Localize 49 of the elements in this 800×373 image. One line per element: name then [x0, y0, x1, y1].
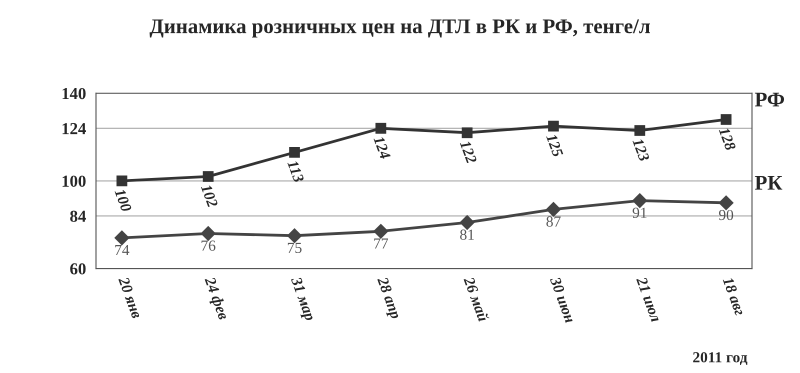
- x-tick-label: 20 янв: [118, 276, 142, 320]
- point: [718, 195, 734, 210]
- point: [373, 224, 388, 239]
- data-label: 74: [115, 245, 130, 256]
- data-label: 102: [200, 184, 218, 208]
- data-label: 90: [718, 210, 734, 220]
- point: [462, 127, 473, 138]
- data-label: 125: [546, 133, 564, 158]
- y-tick-label: 84: [70, 210, 86, 222]
- data-label: 87: [546, 216, 561, 227]
- point: [116, 176, 128, 186]
- point: [634, 125, 646, 136]
- data-label: 77: [374, 238, 388, 248]
- chart-title: Динамика розничных цен на ДТЛ в РК и РФ, тенге/л: [150, 19, 650, 38]
- text: 2011 год: [693, 352, 748, 365]
- data-label: 123: [632, 138, 650, 162]
- x-tick-label: 31 мар: [288, 276, 316, 322]
- point: [548, 120, 559, 132]
- series-label: РК: [754, 176, 782, 190]
- x-tick-label: 30 июн: [550, 276, 576, 324]
- point: [375, 122, 386, 134]
- point: [287, 228, 302, 244]
- point: [460, 215, 475, 230]
- y-tick-label: 140: [62, 88, 86, 100]
- series-label: РФ: [754, 92, 784, 106]
- point: [546, 202, 561, 217]
- x-tick-label: 26 май: [463, 276, 490, 322]
- data-label: 91: [632, 208, 647, 218]
- x-tick-label: 21 июл: [636, 276, 662, 323]
- point: [720, 114, 732, 125]
- data-label: 122: [460, 140, 478, 164]
- data-label: 81: [460, 230, 474, 240]
- y-tick-label: 60: [70, 263, 86, 275]
- point: [114, 230, 130, 246]
- x-tick-label: 18 авг: [722, 276, 746, 316]
- point: [202, 171, 214, 182]
- x-tick-label: 24 фев: [202, 276, 230, 322]
- data-label: 128: [718, 126, 736, 152]
- y-tick-label: 124: [62, 123, 86, 134]
- x-tick-label: 28 апр: [374, 276, 402, 321]
- data-label: 76: [202, 240, 216, 251]
- point: [289, 147, 300, 158]
- point: [200, 226, 216, 241]
- data-label: 75: [288, 242, 302, 254]
- data-label: 113: [287, 159, 304, 184]
- point: [632, 193, 648, 208]
- data-label: 124: [374, 135, 391, 160]
- y-tick-label: 100: [62, 176, 86, 187]
- data-label: 100: [114, 188, 132, 212]
